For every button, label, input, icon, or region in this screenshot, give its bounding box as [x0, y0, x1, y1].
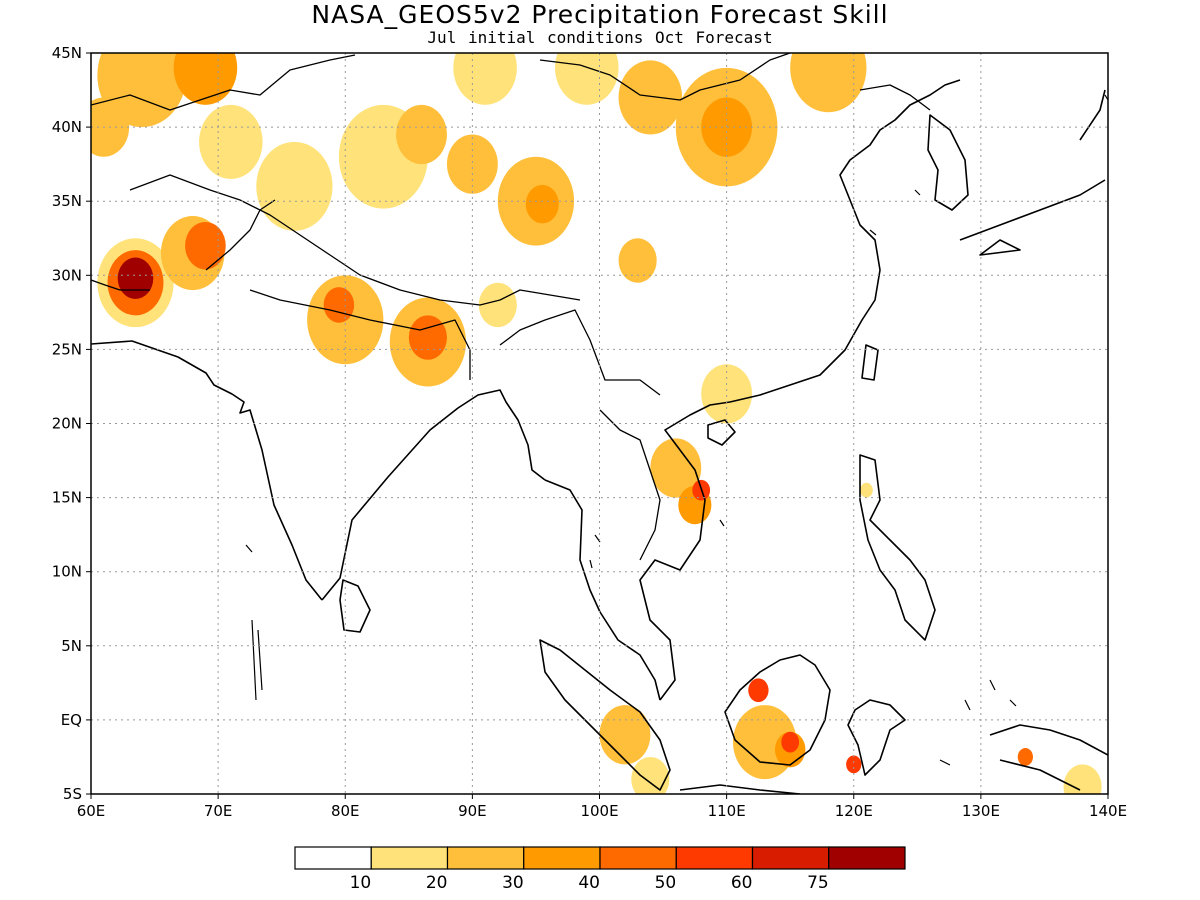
skill-patch-4 — [185, 221, 226, 270]
skill-patch-37 — [846, 755, 862, 774]
coast-malay-peninsula — [544, 479, 661, 701]
axis-ticks: 60E 70E 80E 90E 100E 110E 120E 130E 140E 45N 40N 35… — [52, 44, 1127, 820]
skill-shading-layer — [91, 53, 1102, 794]
coast-hainan — [707, 419, 736, 446]
coastlines-layer — [91, 53, 1108, 794]
colorbar-label-75: 75 — [807, 873, 829, 893]
coast-sri-lanka — [339, 579, 371, 633]
skill-patch-27 — [701, 364, 753, 424]
colorbar-label-40: 40 — [578, 873, 600, 893]
lon-tick-label: 130E — [962, 802, 1000, 820]
lat-tick-label: 40N — [52, 118, 82, 136]
coast-sulawesi — [847, 699, 906, 776]
lon-tick-label: 100E — [580, 802, 618, 820]
skill-patch-19 — [701, 97, 753, 157]
colorbar-swatch-5 — [675, 846, 754, 870]
skill-patch-26 — [618, 238, 657, 283]
coast-sumatra — [539, 639, 671, 791]
coast-java — [679, 784, 801, 794]
coast-philippines — [859, 454, 936, 641]
skill-patch-25 — [478, 282, 517, 328]
skill-patch-2 — [117, 257, 154, 300]
coast-islands — [245, 94, 1108, 766]
skill-patch-16 — [555, 53, 619, 105]
lon-tick-label: 70E — [204, 802, 233, 820]
lon-tick-label: 90E — [458, 802, 487, 820]
colorbar-label-20: 20 — [426, 873, 448, 893]
coast-taiwan — [861, 344, 879, 381]
coast-south-china — [729, 79, 961, 403]
lat-tick-label: 25N — [52, 340, 82, 358]
borders-central-asia — [91, 53, 931, 561]
colorbar-swatch-3 — [523, 846, 601, 870]
skill-patch-22 — [323, 287, 355, 323]
skill-patch-8 — [199, 104, 263, 179]
coast-india-east — [321, 389, 546, 601]
lat-tick-label: 5S — [63, 785, 82, 803]
lat-tick-label: EQ — [61, 711, 82, 729]
lon-tick-label: 120E — [835, 802, 873, 820]
skill-patch-9 — [256, 141, 333, 231]
skill-patch-35 — [599, 705, 651, 765]
colorbar-swatch-7 — [828, 846, 906, 870]
coast-korea — [927, 114, 969, 211]
lat-tick-label: 15N — [52, 489, 82, 507]
map-title: NASA_GEOS5v2 Precipitation Forecast Skil… — [311, 0, 889, 29]
skill-patch-15 — [453, 53, 517, 105]
skill-patch-24 — [408, 315, 447, 360]
skill-patch-12 — [446, 134, 498, 194]
skill-patch-36 — [631, 756, 670, 794]
skill-patch-11 — [396, 104, 447, 165]
lat-tick-label: 20N — [52, 415, 82, 433]
skill-patch-14 — [525, 184, 559, 224]
colorbar-swatch-2 — [446, 846, 525, 870]
colorbar-label-50: 50 — [655, 873, 677, 893]
coast-japan — [959, 89, 1106, 256]
colorbar-swatch-0 — [294, 846, 372, 870]
colorbar-swatch-4 — [599, 846, 677, 870]
lat-tick-label: 35N — [52, 192, 82, 210]
skill-patch-20 — [790, 53, 867, 113]
colorbar: 10 20 30 40 50 60 75 — [294, 846, 906, 893]
skill-patch-17 — [618, 60, 683, 135]
coast-new-guinea — [989, 724, 1108, 791]
lat-tick-label: 45N — [52, 44, 82, 62]
lon-tick-label: 110E — [708, 802, 746, 820]
lon-tick-label: 60E — [77, 802, 106, 820]
map-subtitle: Jul initial conditions Oct Forecast — [427, 28, 773, 47]
skill-patch-40 — [860, 482, 873, 498]
lat-tick-label: 10N — [52, 563, 82, 581]
colorbar-label-10: 10 — [350, 873, 372, 893]
skill-patch-33 — [781, 731, 800, 753]
colorbar-label-60: 60 — [731, 873, 753, 893]
lon-tick-label: 140E — [1089, 802, 1127, 820]
skill-patch-34 — [748, 678, 769, 703]
colorbar-swatch-6 — [751, 846, 830, 870]
graticule — [91, 53, 1108, 794]
skill-patch-28 — [650, 438, 702, 498]
lon-tick-label: 80E — [331, 802, 360, 820]
skill-patch-6 — [173, 53, 238, 105]
lat-tick-label: 5N — [61, 637, 82, 655]
skill-patch-38 — [1017, 748, 1033, 766]
colorbar-label-30: 30 — [502, 873, 524, 893]
coast-indochina — [639, 401, 731, 701]
colorbar-swatch-1 — [370, 846, 449, 870]
lat-tick-label: 30N — [52, 266, 82, 284]
coast-india-west — [91, 340, 323, 601]
